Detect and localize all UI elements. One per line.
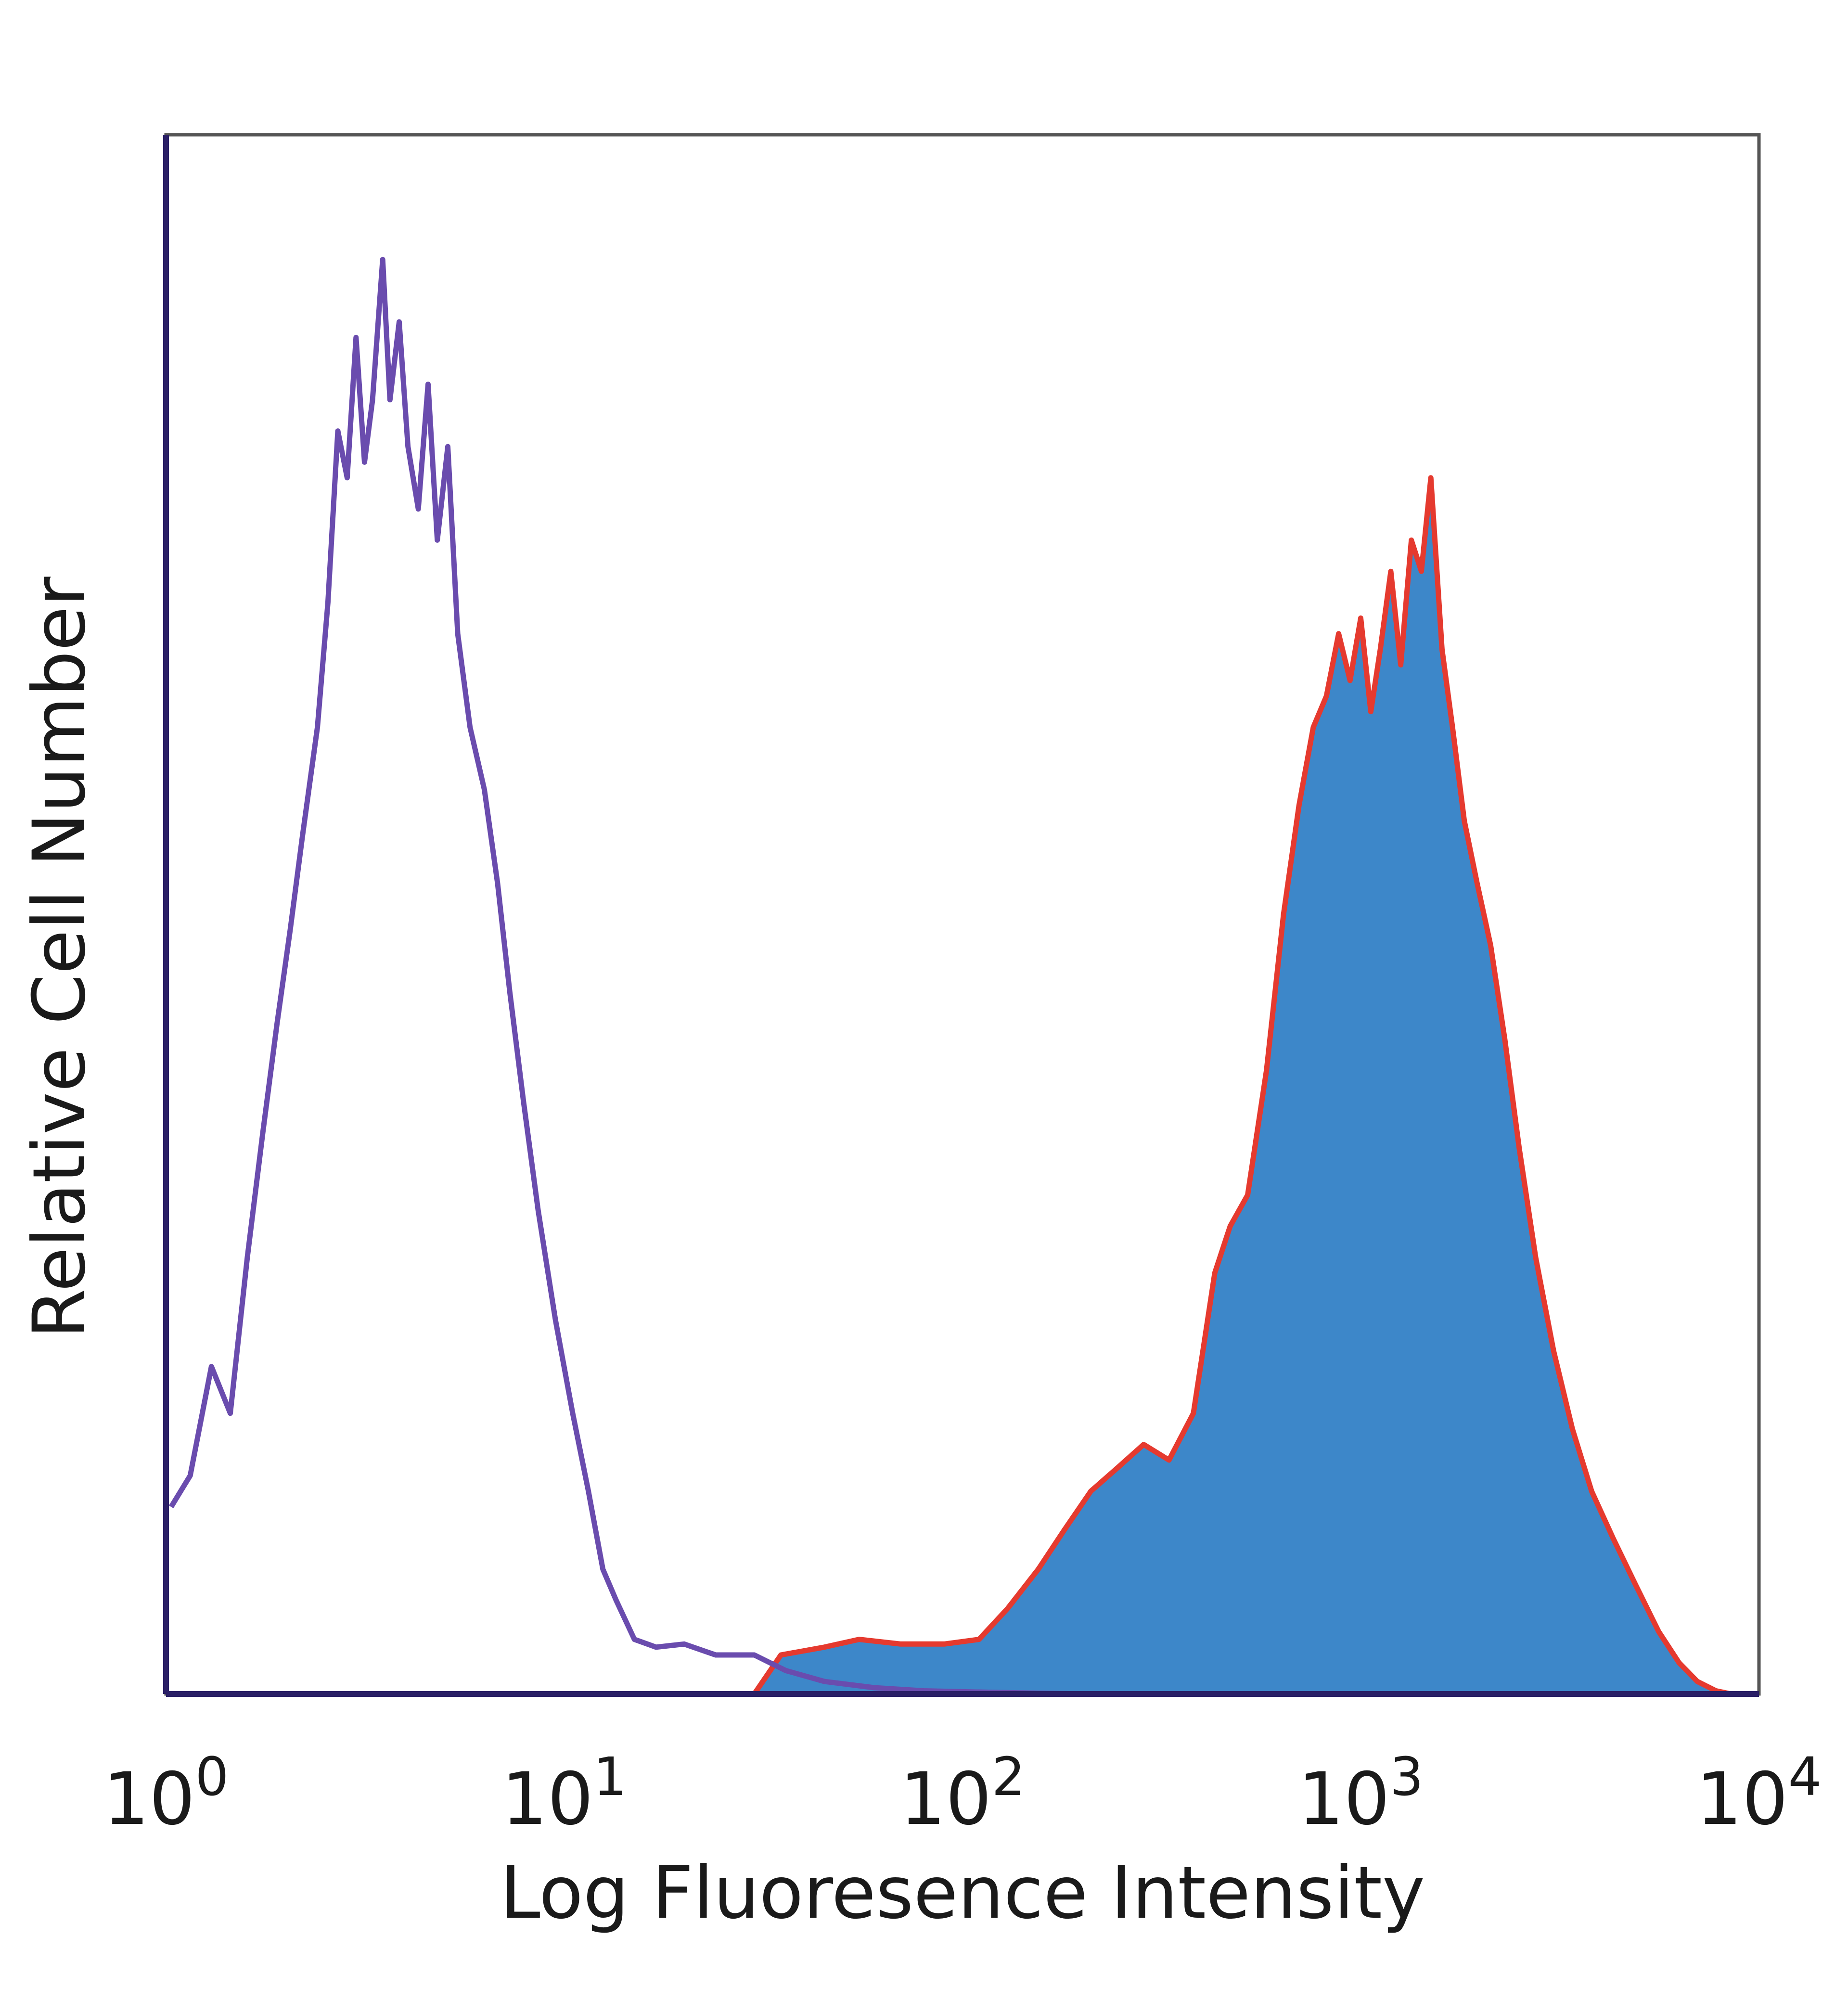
series-1-area [166, 477, 1731, 1694]
x-tick-label: 102 [900, 1746, 1026, 1841]
series-1-line [166, 475, 1732, 1697]
plot-area [163, 133, 1761, 1697]
x-tick-label: 101 [501, 1746, 627, 1841]
x-tick-label: 100 [103, 1746, 229, 1841]
x-tick-label: 104 [1696, 1746, 1822, 1841]
x-tick-labels: 100 101 102 103 104 [103, 1746, 1822, 1841]
series-0-line [168, 256, 1759, 1697]
y-axis-title: Relative Cell Number [18, 577, 102, 1339]
x-tick-label: 103 [1298, 1746, 1424, 1841]
series-layer [166, 256, 1759, 1697]
x-axis-title: Log Fluoresence Intensity [500, 1851, 1425, 1935]
